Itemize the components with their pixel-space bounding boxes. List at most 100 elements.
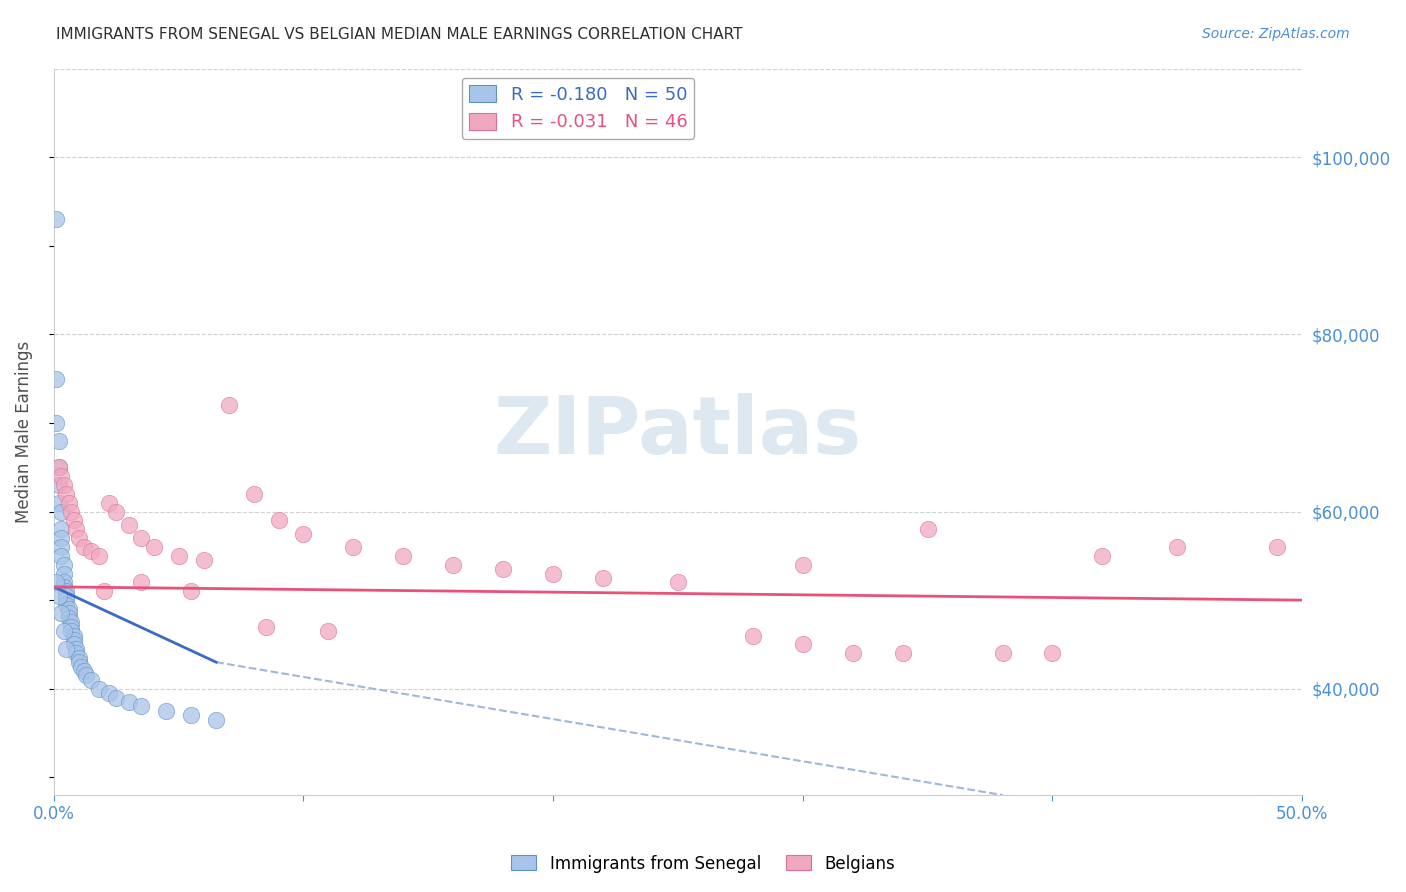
Point bbox=[60, 620, 83, 634]
Point bbox=[48, 434, 70, 448]
Point bbox=[1091, 549, 1114, 563]
Point bbox=[1042, 646, 1064, 660]
Point bbox=[991, 646, 1014, 660]
Point bbox=[67, 650, 90, 665]
Point bbox=[52, 575, 75, 590]
Point bbox=[62, 513, 84, 527]
Point bbox=[167, 549, 190, 563]
Point bbox=[45, 416, 67, 430]
Point bbox=[666, 575, 689, 590]
Text: IMMIGRANTS FROM SENEGAL VS BELGIAN MEDIAN MALE EARNINGS CORRELATION CHART: IMMIGRANTS FROM SENEGAL VS BELGIAN MEDIA… bbox=[56, 27, 742, 42]
Point bbox=[45, 371, 67, 385]
Point bbox=[917, 522, 939, 536]
Text: ZIPatlas: ZIPatlas bbox=[494, 392, 862, 471]
Point bbox=[97, 686, 120, 700]
Point bbox=[67, 655, 90, 669]
Point bbox=[55, 641, 77, 656]
Point bbox=[254, 620, 277, 634]
Point bbox=[492, 562, 515, 576]
Point bbox=[142, 540, 165, 554]
Point bbox=[292, 526, 315, 541]
Point bbox=[45, 212, 67, 227]
Point bbox=[105, 690, 128, 705]
Point bbox=[129, 699, 152, 714]
Point bbox=[205, 713, 228, 727]
Point bbox=[267, 513, 290, 527]
Point bbox=[342, 540, 364, 554]
Point bbox=[51, 469, 73, 483]
Point bbox=[65, 641, 87, 656]
Point bbox=[51, 522, 73, 536]
Point bbox=[129, 575, 152, 590]
Point bbox=[1166, 540, 1188, 554]
Point bbox=[87, 681, 110, 696]
Point bbox=[541, 566, 564, 581]
Point bbox=[48, 478, 70, 492]
Point bbox=[45, 575, 67, 590]
Point bbox=[55, 584, 77, 599]
Point bbox=[218, 398, 240, 412]
Point bbox=[80, 544, 103, 558]
Point bbox=[52, 580, 75, 594]
Point bbox=[52, 558, 75, 572]
Point bbox=[193, 553, 215, 567]
Point bbox=[318, 624, 340, 639]
Point bbox=[97, 496, 120, 510]
Point bbox=[60, 615, 83, 630]
Point bbox=[55, 589, 77, 603]
Point bbox=[55, 593, 77, 607]
Point bbox=[441, 558, 464, 572]
Point bbox=[51, 540, 73, 554]
Point bbox=[891, 646, 914, 660]
Point bbox=[792, 637, 814, 651]
Point bbox=[592, 571, 614, 585]
Point bbox=[58, 496, 80, 510]
Point bbox=[67, 531, 90, 545]
Point bbox=[51, 607, 73, 621]
Point bbox=[65, 646, 87, 660]
Point bbox=[242, 487, 264, 501]
Point bbox=[62, 632, 84, 647]
Point bbox=[51, 531, 73, 545]
Point bbox=[73, 540, 96, 554]
Point bbox=[75, 668, 97, 682]
Legend: R = -0.180   N = 50, R = -0.031   N = 46: R = -0.180 N = 50, R = -0.031 N = 46 bbox=[461, 78, 695, 138]
Point bbox=[87, 549, 110, 563]
Point bbox=[792, 558, 814, 572]
Point bbox=[62, 637, 84, 651]
Point bbox=[155, 704, 177, 718]
Point bbox=[48, 460, 70, 475]
Point bbox=[741, 629, 763, 643]
Point bbox=[60, 504, 83, 518]
Point bbox=[93, 584, 115, 599]
Point bbox=[80, 673, 103, 687]
Point bbox=[129, 531, 152, 545]
Point bbox=[1265, 540, 1288, 554]
Point bbox=[52, 624, 75, 639]
Point bbox=[65, 522, 87, 536]
Point bbox=[52, 478, 75, 492]
Point bbox=[73, 664, 96, 678]
Point bbox=[60, 624, 83, 639]
Point bbox=[55, 598, 77, 612]
Point bbox=[48, 496, 70, 510]
Text: Source: ZipAtlas.com: Source: ZipAtlas.com bbox=[1202, 27, 1350, 41]
Point bbox=[52, 566, 75, 581]
Point bbox=[180, 708, 202, 723]
Point bbox=[58, 602, 80, 616]
Point bbox=[51, 504, 73, 518]
Point bbox=[105, 504, 128, 518]
Point bbox=[118, 517, 141, 532]
Point bbox=[118, 695, 141, 709]
Point bbox=[842, 646, 865, 660]
Point bbox=[51, 549, 73, 563]
Point bbox=[48, 460, 70, 475]
Point bbox=[180, 584, 202, 599]
Point bbox=[55, 487, 77, 501]
Point bbox=[58, 607, 80, 621]
Point bbox=[62, 629, 84, 643]
Point bbox=[392, 549, 415, 563]
Point bbox=[70, 659, 93, 673]
Y-axis label: Median Male Earnings: Median Male Earnings bbox=[15, 341, 32, 523]
Legend: Immigrants from Senegal, Belgians: Immigrants from Senegal, Belgians bbox=[505, 848, 901, 880]
